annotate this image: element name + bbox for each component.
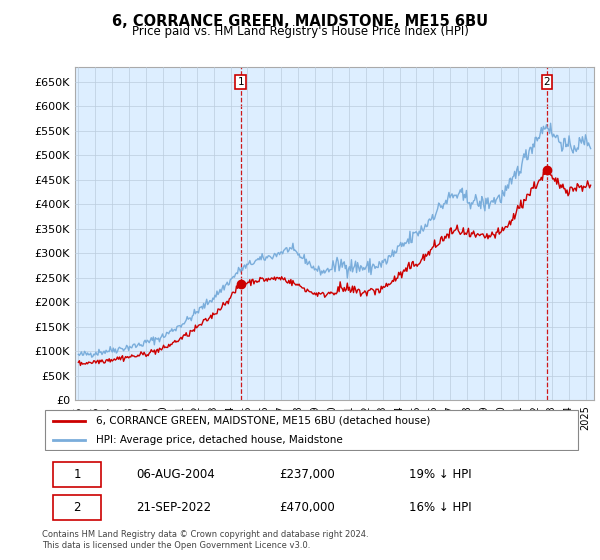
Text: £470,000: £470,000 (280, 501, 335, 514)
FancyBboxPatch shape (45, 410, 578, 450)
Text: 6, CORRANCE GREEN, MAIDSTONE, ME15 6BU (detached house): 6, CORRANCE GREEN, MAIDSTONE, ME15 6BU (… (96, 416, 430, 426)
Text: 6, CORRANCE GREEN, MAIDSTONE, ME15 6BU: 6, CORRANCE GREEN, MAIDSTONE, ME15 6BU (112, 14, 488, 29)
Text: 1: 1 (73, 468, 81, 481)
Text: Price paid vs. HM Land Registry's House Price Index (HPI): Price paid vs. HM Land Registry's House … (131, 25, 469, 38)
Text: Contains HM Land Registry data © Crown copyright and database right 2024.
This d: Contains HM Land Registry data © Crown c… (42, 530, 368, 550)
Text: 1: 1 (238, 77, 244, 87)
Text: 2: 2 (73, 501, 81, 514)
Text: 21-SEP-2022: 21-SEP-2022 (137, 501, 212, 514)
Text: 2: 2 (544, 77, 550, 87)
Text: 19% ↓ HPI: 19% ↓ HPI (409, 468, 472, 481)
Text: 06-AUG-2004: 06-AUG-2004 (137, 468, 215, 481)
Text: £237,000: £237,000 (280, 468, 335, 481)
FancyBboxPatch shape (53, 462, 101, 487)
FancyBboxPatch shape (53, 495, 101, 520)
Text: 16% ↓ HPI: 16% ↓ HPI (409, 501, 472, 514)
Text: HPI: Average price, detached house, Maidstone: HPI: Average price, detached house, Maid… (96, 435, 343, 445)
